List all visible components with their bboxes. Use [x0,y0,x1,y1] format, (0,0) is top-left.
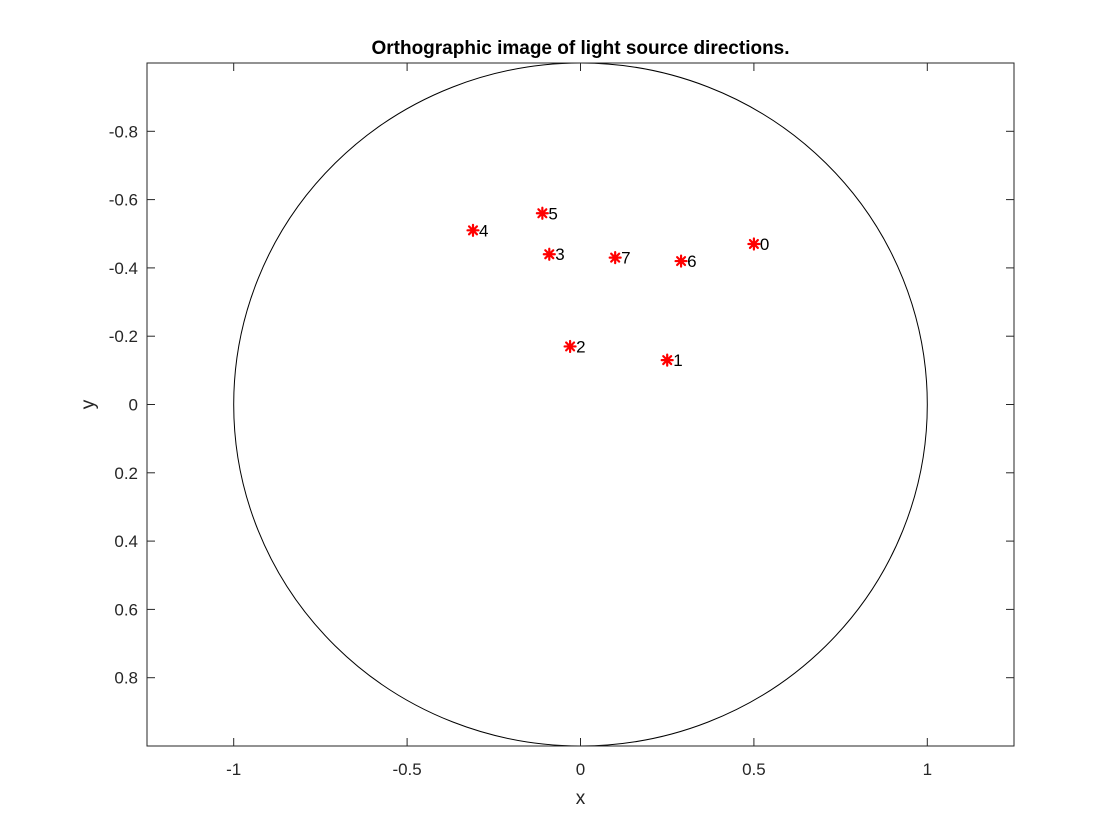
asterisk-marker [466,223,480,237]
y-tick-label: 0.4 [114,532,138,551]
chart-title: Orthographic image of light source direc… [371,38,789,59]
point-label: 7 [621,249,630,268]
data-point-7: 7 [608,249,631,268]
point-label: 2 [576,337,585,356]
axes: -1 -0.5 0 0.5 1 -0.8 -0.6 -0.4 -0.2 0 0.2 0.4 0.6 0.8 [109,62,1015,779]
point-label: 3 [555,245,564,264]
asterisk-marker [563,339,577,354]
data-point-5: 5 [535,204,558,223]
x-tick-label: 0.5 [742,760,766,779]
data-point-0: 0 [747,235,769,254]
y-tick-label: 0.6 [114,600,138,619]
x-axis-label: x [576,788,586,809]
unit-circle [233,62,928,747]
data-point-4: 4 [466,221,488,240]
data-point-3: 3 [542,245,565,264]
y-axis-label: y [78,399,99,409]
x-tick-label: 1 [923,760,932,779]
y-tick-label: -0.6 [109,191,138,210]
y-tick-label: -0.2 [109,327,138,346]
point-label: 6 [687,252,696,271]
y-tick-label: 0.2 [114,464,138,483]
data-point-2: 2 [563,337,586,356]
asterisk-marker [542,247,556,261]
point-label: 5 [548,204,557,223]
y-tick-label: -0.8 [109,122,138,141]
x-tick-label: 0 [576,760,585,779]
y-tick-label: 0 [129,396,138,415]
point-label: 4 [479,221,488,240]
y-tick-label: 0.8 [114,669,138,688]
point-label: 1 [673,351,682,370]
asterisk-marker [660,353,674,367]
point-label: 0 [760,235,769,254]
unit-circle-layer [233,62,928,747]
data-point-6: 6 [674,252,697,271]
y-tick-label: -0.4 [109,259,138,278]
asterisk-marker [674,254,688,268]
x-tick-label: -0.5 [392,760,421,779]
asterisk-marker [535,206,549,220]
asterisk-marker [747,237,761,251]
points-layer: 0 1 2 3 4 5 6 7 [466,204,769,370]
x-tick-label: -1 [226,760,241,779]
data-point-1: 1 [660,351,683,370]
asterisk-marker [608,251,622,265]
plot-area-frame [146,62,1015,747]
